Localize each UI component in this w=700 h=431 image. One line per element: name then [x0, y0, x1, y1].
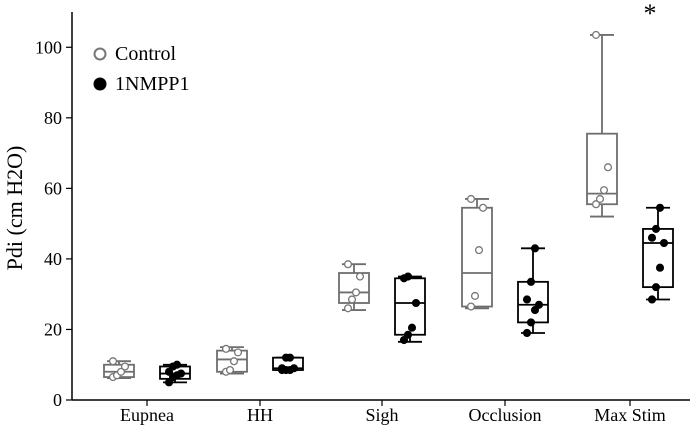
- x-tick-label: Eupnea: [120, 405, 174, 425]
- data-point: [108, 357, 118, 366]
- box-0-4: [586, 30, 618, 218]
- y-tick-label: 80: [44, 108, 62, 128]
- data-point: [655, 263, 665, 272]
- data-point: [176, 369, 186, 378]
- data-point: [289, 364, 299, 373]
- data-point: [522, 295, 532, 304]
- data-point: [591, 200, 601, 209]
- data-point: [466, 194, 476, 203]
- data-point: [399, 335, 409, 345]
- data-point: [225, 365, 235, 375]
- data-point: [343, 260, 353, 269]
- x-tick-label: Occlusion: [469, 405, 542, 425]
- y-tick-label: 0: [53, 390, 62, 410]
- data-point: [474, 246, 484, 255]
- y-axis-label: Pdi (cm H2O): [2, 146, 27, 271]
- data-point: [647, 233, 657, 242]
- box-iqr: [517, 280, 549, 324]
- data-point: [595, 194, 605, 203]
- data-point: [651, 283, 661, 292]
- legend-label: Control: [115, 43, 177, 65]
- data-point: [655, 203, 665, 212]
- legend-label: 1NMPP1: [115, 73, 189, 95]
- x-tick-label: Max Stim: [594, 405, 666, 425]
- box-iqr: [642, 228, 674, 289]
- y-tick-label: 60: [44, 178, 62, 198]
- data-point: [277, 364, 287, 373]
- data-point: [403, 272, 413, 281]
- data-point: [351, 288, 361, 297]
- box-1-1: [272, 353, 304, 375]
- data-point: [343, 304, 353, 313]
- data-point: [411, 298, 421, 308]
- boxes: [103, 30, 674, 387]
- legend: Control 1NMPP1: [93, 43, 189, 95]
- box-0-0: [103, 357, 135, 382]
- data-point: [355, 272, 365, 281]
- data-point: [534, 300, 544, 309]
- box-0-3: [461, 194, 493, 311]
- box-iqr: [461, 206, 493, 308]
- data-point: [591, 30, 601, 39]
- data-point: [466, 302, 476, 311]
- data-point: [522, 328, 532, 338]
- box-1-0: [159, 360, 191, 387]
- legend-filled-circle-icon: [93, 77, 107, 91]
- data-point: [599, 186, 609, 195]
- data-point: [407, 323, 417, 332]
- data-point: [651, 224, 661, 233]
- box-1-3: [517, 244, 549, 338]
- annotations: *: [644, 0, 657, 28]
- data-point: [229, 357, 239, 366]
- data-point: [116, 367, 126, 376]
- y-tick-label: 40: [44, 249, 62, 269]
- data-point: [285, 353, 295, 362]
- box-0-2: [338, 260, 370, 313]
- x-tick-label: Sigh: [365, 405, 398, 425]
- data-point: [526, 318, 536, 327]
- data-point: [530, 306, 540, 315]
- data-point: [647, 295, 657, 304]
- box-1-2: [394, 272, 426, 345]
- data-point: [530, 244, 540, 253]
- axes: [71, 12, 690, 401]
- y-tick-label: 100: [35, 37, 62, 57]
- y-axis-ticks: 0 20 40 60 80 100: [35, 37, 72, 410]
- data-point: [172, 360, 182, 369]
- data-point: [164, 367, 174, 376]
- data-point: [120, 362, 130, 371]
- x-tick-label: HH: [247, 405, 273, 425]
- significance-asterisk: *: [644, 0, 657, 28]
- y-tick-label: 20: [44, 319, 62, 339]
- data-point: [403, 330, 413, 339]
- data-point: [659, 238, 669, 248]
- data-point: [164, 378, 174, 387]
- data-point: [470, 291, 480, 300]
- data-point: [221, 344, 231, 353]
- data-point: [526, 277, 536, 286]
- box-0-1: [216, 344, 248, 376]
- data-point: [603, 163, 613, 172]
- data-point: [478, 203, 488, 212]
- legend-open-circle-icon: [93, 47, 107, 61]
- box-1-4: [642, 203, 674, 304]
- data-point: [347, 295, 357, 304]
- x-axis-ticks: Eupnea HH Sigh Occlusion Max Stim: [120, 400, 666, 425]
- data-point: [233, 348, 243, 357]
